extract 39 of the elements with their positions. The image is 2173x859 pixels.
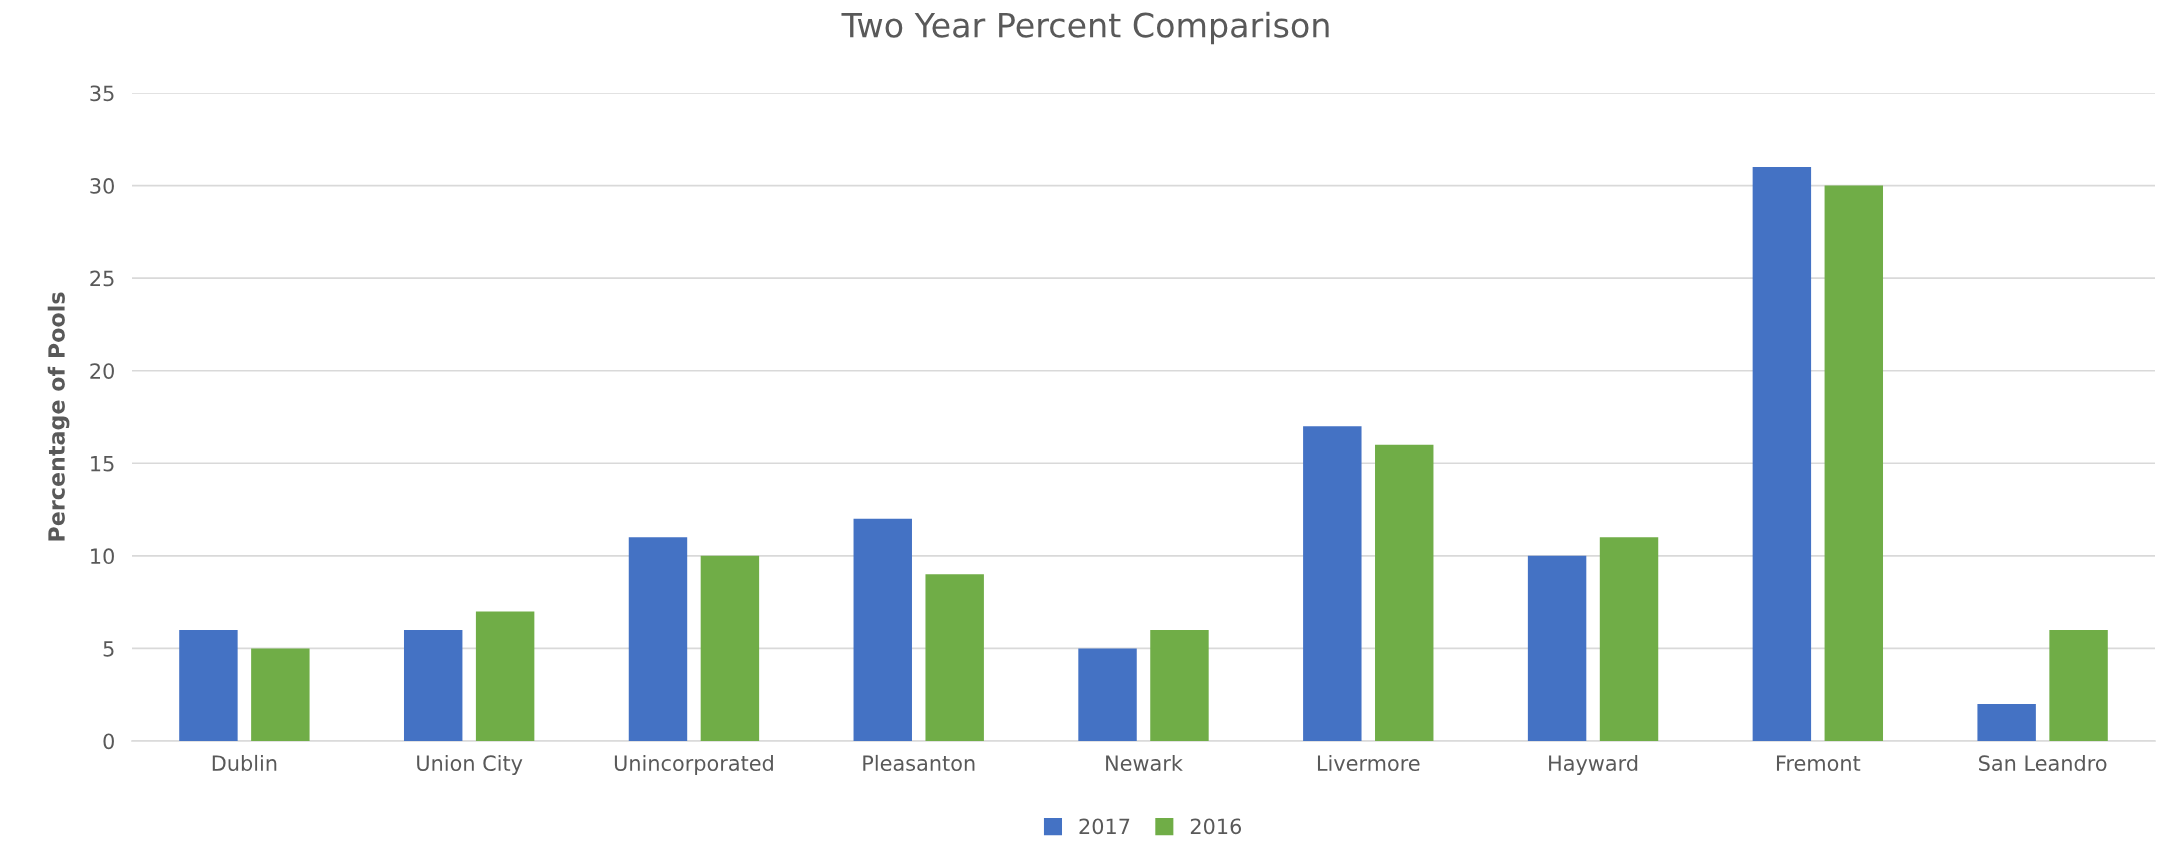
x-tick-label: Hayward [1549,754,1638,776]
bar [1375,444,1434,741]
y-tick-label: 10 [91,548,114,565]
y-tick-label: 35 [90,85,114,102]
x-tick-label: Pleasanton [863,754,975,772]
bar [853,518,912,741]
x-tick-label: Unincorporated [614,754,773,776]
x-tick-label: Newark [1106,754,1183,772]
y-tick-label: 30 [90,178,114,194]
bar [925,574,984,741]
bar [1303,426,1362,741]
bar [1599,537,1659,741]
y-tick-label: 15 [91,456,114,472]
bar [1824,185,1884,741]
bar [628,537,688,741]
bar [403,629,463,741]
legend-label: 2016 [1190,818,1242,835]
bar [700,555,760,741]
y-tick-label: 5 [103,641,114,657]
x-tick-label: Fremont [1776,755,1861,772]
bar [2049,629,2108,741]
bar [1527,555,1587,741]
y-tick-label: 20 [90,363,114,379]
bar [475,611,535,741]
y-tick-label: 25 [90,270,114,287]
bar [1078,648,1137,741]
legend-label: 2017 [1079,818,1130,835]
bar [1977,703,2036,741]
x-tick-label: San Leandro [1979,754,2107,772]
x-tick-label: Dublin [212,754,277,772]
x-tick-label: Union City [417,754,523,776]
y-tick-label: 0 [103,733,114,750]
bar [1150,629,1209,741]
bar [1752,167,1812,741]
chart-title: Two Year Percent Comparison [841,11,1329,45]
bar [179,629,238,741]
y-axis-title: Percentage of Pools [47,292,70,541]
x-tick-label: Livermore [1317,754,1420,772]
bar [251,648,310,741]
